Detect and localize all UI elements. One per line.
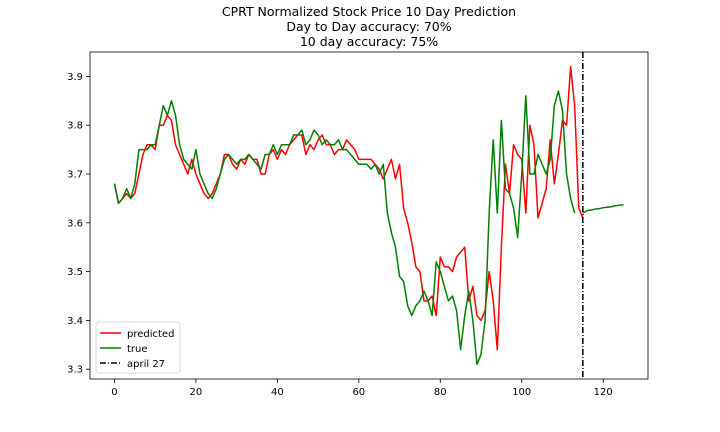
y-tick-label: 3.7 (67, 170, 83, 181)
chart-title-line-2: Day to Day accuracy: 70% (286, 19, 451, 34)
plot-area-frame (89, 51, 649, 380)
x-tick-label: 80 (434, 387, 447, 398)
x-tick-label: 100 (512, 387, 531, 398)
chart-title-line-1: CPRT Normalized Stock Price 10 Day Predi… (222, 4, 516, 19)
x-tick-label: 120 (594, 387, 613, 398)
y-tick-label: 3.6 (67, 218, 83, 229)
legend-label-true: true (127, 344, 148, 355)
y-tick-label: 3.8 (67, 121, 83, 132)
y-tick-label: 3.9 (67, 72, 83, 83)
y-tick-label: 3.4 (67, 316, 83, 327)
x-tick-label: 40 (271, 387, 284, 398)
y-tick-label: 3.5 (67, 267, 83, 278)
chart-title-line-3: 10 day accuracy: 75% (300, 34, 438, 49)
legend-box (95, 321, 181, 374)
legend-label-predicted: predicted (127, 329, 174, 340)
series-line-true (113, 90, 576, 366)
x-tick-label: 20 (190, 387, 203, 398)
chart-title: CPRT Normalized Stock Price 10 Day Predi… (222, 4, 516, 49)
legend: predicted true april 27 (95, 321, 181, 374)
series-line-forecast (582, 204, 624, 214)
y-tick-label: 3.3 (67, 365, 83, 376)
x-tick-label: 0 (111, 387, 117, 398)
x-axis: 0 20 40 60 80 100 120 (111, 379, 613, 398)
y-axis: 3.3 3.4 3.5 3.6 3.7 3.8 3.9 (67, 72, 90, 376)
series-layer (113, 65, 624, 366)
legend-label-april-27: april 27 (127, 359, 165, 370)
x-tick-label: 60 (352, 387, 365, 398)
